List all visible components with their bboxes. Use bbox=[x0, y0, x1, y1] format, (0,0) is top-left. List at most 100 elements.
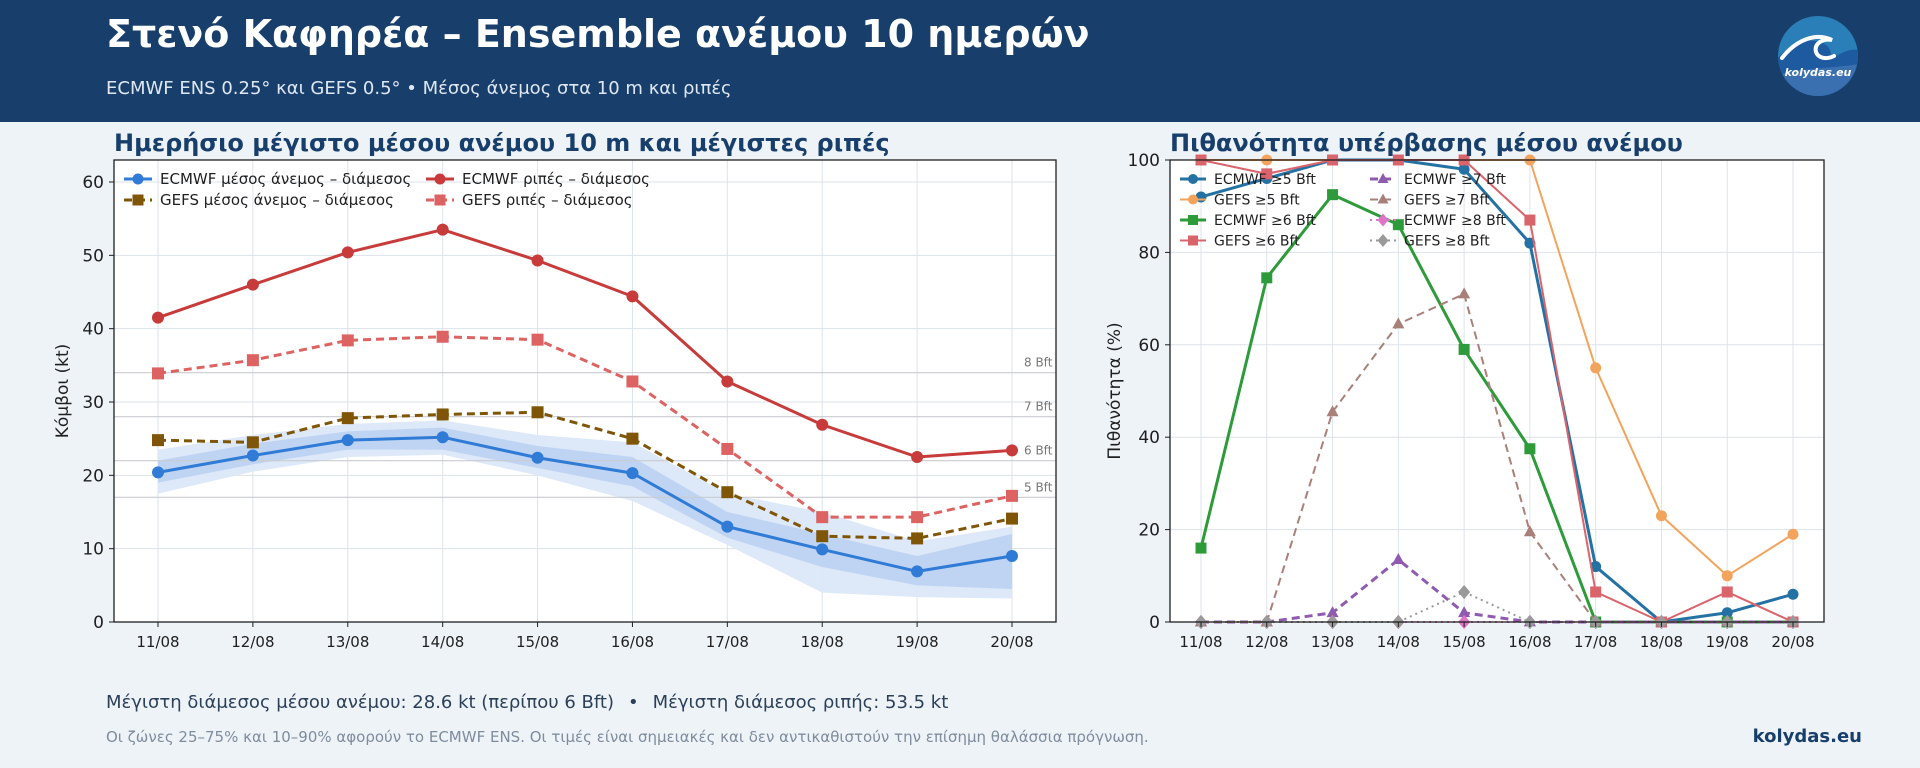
x-tick-label: 14/08 bbox=[421, 633, 464, 651]
max-gust-summary: Μέγιστη διάμεσος ριπής: 53.5 kt bbox=[652, 692, 949, 713]
data-point bbox=[1392, 317, 1405, 329]
y-tick-label: 20 bbox=[82, 466, 104, 486]
data-point bbox=[816, 543, 829, 556]
x-tick-label: 17/08 bbox=[706, 633, 749, 651]
series-line bbox=[157, 410, 1013, 540]
data-point bbox=[1261, 272, 1273, 284]
data-point bbox=[911, 451, 924, 463]
x-tick-label: 17/08 bbox=[1574, 633, 1617, 651]
data-point bbox=[1458, 287, 1471, 299]
legend-entry: ECMWF ριπές – διάμεσος bbox=[462, 170, 650, 188]
x-tick-label: 18/08 bbox=[1640, 633, 1683, 651]
legend-marker bbox=[1188, 174, 1198, 184]
data-point bbox=[721, 520, 734, 533]
beaufort-label: 6 Bft bbox=[1024, 444, 1053, 458]
legend-entry: ECMWF μέσος άνεμος – διάμεσος bbox=[160, 170, 411, 188]
x-tick-label: 14/08 bbox=[1377, 633, 1420, 651]
chart-title: Πιθανότητα υπέρβασης μέσου ανέμου bbox=[1170, 129, 1683, 157]
data-point bbox=[246, 354, 259, 367]
charts-canvas: 5 Bft 6 Bft 7 Bft 8 Bft 0 10 20 30 40 50 60 11/08 12… bbox=[53, 129, 1825, 651]
legend-entry: ECMWF ≥8 Bft bbox=[1404, 213, 1506, 229]
x-tick-label: 13/08 bbox=[1311, 633, 1354, 651]
data-point bbox=[436, 330, 449, 343]
legend-marker bbox=[1188, 194, 1198, 205]
legend-marker bbox=[1377, 193, 1389, 204]
data-point bbox=[1261, 168, 1273, 180]
legend-marker bbox=[434, 194, 446, 206]
kolydas-logo[interactable]: kolydas.eu bbox=[1776, 14, 1860, 98]
beaufort-label: 5 Bft bbox=[1024, 480, 1053, 494]
y-tick-label: 40 bbox=[82, 320, 104, 340]
data-point bbox=[1006, 444, 1018, 457]
legend-entry: ECMWF ≥7 Bft bbox=[1404, 172, 1506, 188]
x-tick-label: 12/08 bbox=[1245, 633, 1288, 651]
legend-marker bbox=[1377, 234, 1389, 247]
legend-marker bbox=[132, 173, 144, 185]
data-point bbox=[531, 451, 544, 464]
x-tick-label: 19/08 bbox=[1706, 633, 1749, 651]
y-tick-label: 100 bbox=[1128, 151, 1160, 171]
x-tick-label: 19/08 bbox=[895, 633, 938, 651]
series-line bbox=[157, 228, 1013, 459]
y-axis-label: Πιθανότητα (%) bbox=[1105, 322, 1125, 459]
data-point bbox=[1721, 607, 1733, 619]
data-point bbox=[1590, 586, 1602, 598]
data-point bbox=[911, 511, 924, 524]
data-point bbox=[911, 565, 924, 578]
header-bar: Στενό Καφηρέα – Ensemble ανέμου 10 ημερώ… bbox=[0, 0, 1920, 122]
x-tick-label: 15/08 bbox=[516, 633, 559, 651]
chart-title: Ημερήσιο μέγιστο μέσου ανέμου 10 m και μ… bbox=[114, 129, 890, 157]
data-point bbox=[1458, 343, 1470, 355]
data-point bbox=[1392, 219, 1404, 231]
footer-summary: Μέγιστη διάμεσος μέσου ανέμου: 28.6 kt (… bbox=[106, 692, 948, 713]
summary-separator: • bbox=[628, 692, 639, 713]
legend-marker bbox=[1377, 213, 1389, 227]
data-point bbox=[816, 418, 829, 431]
footer-note: Οι ζώνες 25–75% και 10–90% αφορούν το EC… bbox=[106, 728, 1149, 746]
series-line bbox=[1200, 158, 1794, 624]
x-tick-label: 20/08 bbox=[990, 633, 1033, 651]
y-tick-label: 0 bbox=[93, 613, 104, 633]
data-point bbox=[1458, 606, 1471, 618]
data-point bbox=[1524, 214, 1536, 226]
plot-area bbox=[1170, 160, 1824, 622]
data-point bbox=[626, 467, 639, 480]
y-tick-label: 60 bbox=[1138, 336, 1160, 356]
legend-entry: ECMWF ≥6 Bft bbox=[1214, 213, 1316, 229]
x-tick-label: 13/08 bbox=[326, 633, 369, 651]
page-subtitle: ECMWF ENS 0.25° και GEFS 0.5° • Μέσος άν… bbox=[106, 78, 732, 99]
data-point bbox=[626, 432, 639, 445]
x-tick-label: 11/08 bbox=[136, 633, 179, 651]
data-point bbox=[531, 333, 544, 346]
x-tick-label: 20/08 bbox=[1771, 633, 1814, 651]
data-point bbox=[1458, 163, 1470, 175]
wind-gust-chart: 5 Bft 6 Bft 7 Bft 8 Bft 0 10 20 30 40 50 60 11/08 12… bbox=[53, 129, 1057, 651]
series-line bbox=[1200, 159, 1794, 623]
data-point bbox=[1195, 542, 1207, 554]
data-point bbox=[816, 511, 829, 524]
data-point bbox=[1326, 606, 1339, 618]
data-point bbox=[436, 408, 449, 421]
data-point bbox=[1392, 553, 1405, 565]
data-point bbox=[1326, 405, 1339, 417]
y-tick-label: 60 bbox=[82, 173, 104, 193]
y-tick-label: 10 bbox=[82, 540, 104, 560]
data-point bbox=[721, 486, 734, 499]
data-point bbox=[246, 449, 259, 462]
data-point bbox=[152, 466, 164, 479]
data-point bbox=[246, 436, 259, 449]
legend-marker bbox=[1188, 215, 1198, 225]
series-line bbox=[1201, 558, 1793, 624]
data-point bbox=[1006, 512, 1018, 525]
data-point bbox=[816, 530, 829, 543]
legend-entry: GEFS ≥6 Bft bbox=[1214, 234, 1300, 250]
data-point bbox=[1006, 550, 1018, 562]
y-tick-label: 80 bbox=[1138, 243, 1160, 263]
footer-brand[interactable]: kolydas.eu bbox=[1752, 726, 1862, 747]
logo-text: kolydas.eu bbox=[1785, 66, 1852, 79]
data-point bbox=[626, 375, 639, 388]
y-tick-label: 0 bbox=[1149, 613, 1160, 633]
legend-entry: GEFS ≥5 Bft bbox=[1214, 193, 1300, 209]
x-tick-label: 18/08 bbox=[801, 633, 844, 651]
data-point bbox=[531, 254, 544, 267]
